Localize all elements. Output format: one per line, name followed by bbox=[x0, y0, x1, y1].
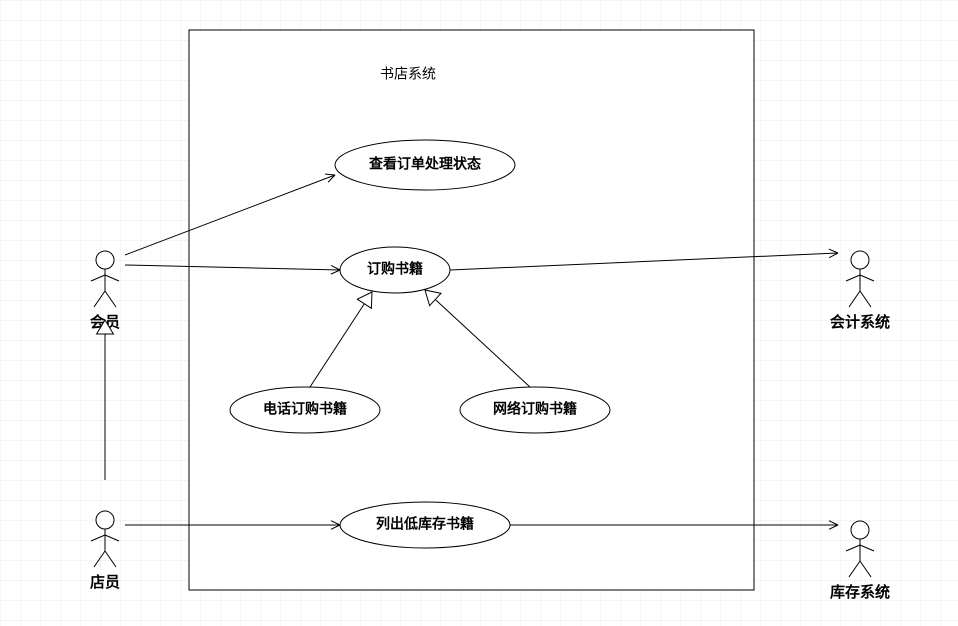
actor-label-inventory: 库存系统 bbox=[830, 583, 890, 601]
usecase-label-low-stock: 列出低库存书籍 bbox=[376, 516, 474, 532]
diagram-canvas: 书店系统会员店员会计系统库存系统查看订单处理状态订购书籍电话订购书籍网络订购书籍… bbox=[0, 0, 958, 626]
actor-inventory bbox=[846, 521, 874, 577]
actor-label-accounting: 会计系统 bbox=[830, 313, 890, 331]
usecase-label-view-status: 查看订单处理状态 bbox=[369, 156, 481, 172]
actor-label-clerk: 店员 bbox=[90, 573, 120, 591]
actor-accounting bbox=[846, 251, 874, 307]
actor-member bbox=[91, 251, 119, 307]
usecase-label-phone-order: 电话订购书籍 bbox=[263, 401, 347, 417]
system-boundary-label: 书店系统 bbox=[380, 66, 436, 82]
actor-clerk bbox=[91, 511, 119, 567]
usecase-label-order-book: 订购书籍 bbox=[367, 261, 423, 277]
usecase-label-web-order: 网络订购书籍 bbox=[493, 401, 577, 417]
